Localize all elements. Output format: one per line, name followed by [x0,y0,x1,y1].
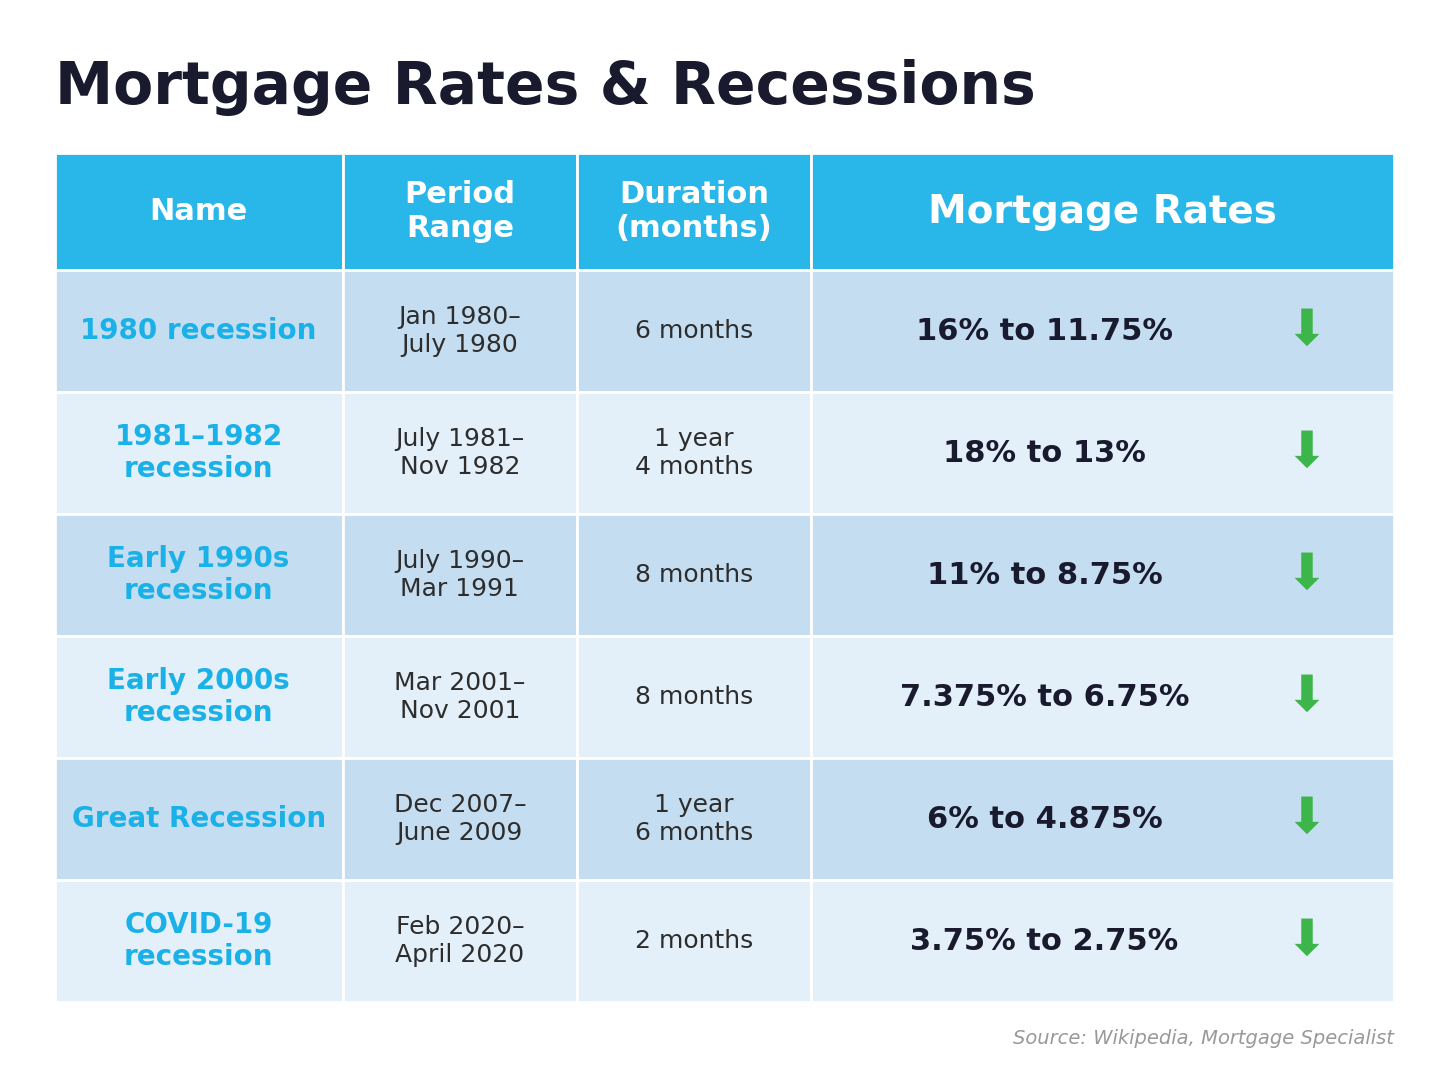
Text: Duration
(months): Duration (months) [616,180,773,243]
Text: Early 1990s
recession: Early 1990s recession [108,545,289,605]
Text: Great Recession: Great Recession [72,806,325,833]
Bar [343,880,577,1002]
Bar [811,880,1394,1002]
Text: 2 months: 2 months [635,929,753,954]
Bar [343,392,577,514]
Bar [577,392,811,514]
Text: 1 year
6 months: 1 year 6 months [635,794,753,845]
Bar [343,758,577,880]
Bar [55,636,343,758]
Bar [811,153,1394,270]
Bar [343,270,577,392]
Bar [55,153,343,270]
Text: 7.375% to 6.75%: 7.375% to 6.75% [900,683,1189,712]
Text: Dec 2007–
June 2009: Dec 2007– June 2009 [393,794,526,845]
Text: 11% to 8.75%: 11% to 8.75% [926,561,1162,590]
Text: 1981–1982
recession: 1981–1982 recession [115,423,282,483]
Text: July 1990–
Mar 1991: July 1990– Mar 1991 [395,550,524,600]
Text: 1980 recession: 1980 recession [81,318,317,345]
Text: ⬇: ⬇ [1286,795,1328,843]
Text: Name: Name [150,198,248,226]
Text: ⬇: ⬇ [1286,917,1328,966]
Bar [577,880,811,1002]
Text: ⬇: ⬇ [1286,551,1328,599]
Text: ⬇: ⬇ [1286,429,1328,477]
Text: ⬇: ⬇ [1286,307,1328,355]
Text: Jan 1980–
July 1980: Jan 1980– July 1980 [399,306,521,356]
Bar [811,514,1394,636]
Text: Mortgage Rates: Mortgage Rates [929,192,1277,231]
Bar [577,514,811,636]
Bar [811,270,1394,392]
Bar [55,880,343,1002]
Text: COVID-19
recession: COVID-19 recession [124,912,274,971]
Bar [55,758,343,880]
Text: Period
Range: Period Range [405,180,516,243]
Text: 3.75% to 2.75%: 3.75% to 2.75% [910,927,1178,956]
Bar [811,758,1394,880]
Bar [55,514,343,636]
Text: 6 months: 6 months [635,319,753,343]
Text: Source: Wikipedia, Mortgage Specialist: Source: Wikipedia, Mortgage Specialist [1014,1028,1394,1048]
Bar [577,758,811,880]
Text: Mortgage Rates & Recessions: Mortgage Rates & Recessions [55,59,1035,117]
Text: 16% to 11.75%: 16% to 11.75% [916,316,1174,346]
Text: 1 year
4 months: 1 year 4 months [635,428,753,478]
Bar [343,636,577,758]
Text: Early 2000s
recession: Early 2000s recession [108,667,289,727]
Text: 18% to 13%: 18% to 13% [943,438,1146,468]
Text: ⬇: ⬇ [1286,673,1328,721]
Text: 6% to 4.875%: 6% to 4.875% [926,805,1162,834]
Bar [343,153,577,270]
Text: 8 months: 8 months [635,563,753,588]
Bar [577,270,811,392]
Bar [55,392,343,514]
Bar [811,636,1394,758]
Text: Mar 2001–
Nov 2001: Mar 2001– Nov 2001 [395,672,526,723]
Bar [577,636,811,758]
Bar [811,392,1394,514]
Bar [343,514,577,636]
Text: Feb 2020–
April 2020: Feb 2020– April 2020 [395,916,524,967]
Bar [577,153,811,270]
Text: 8 months: 8 months [635,685,753,710]
Bar [55,270,343,392]
Text: July 1981–
Nov 1982: July 1981– Nov 1982 [395,428,524,478]
